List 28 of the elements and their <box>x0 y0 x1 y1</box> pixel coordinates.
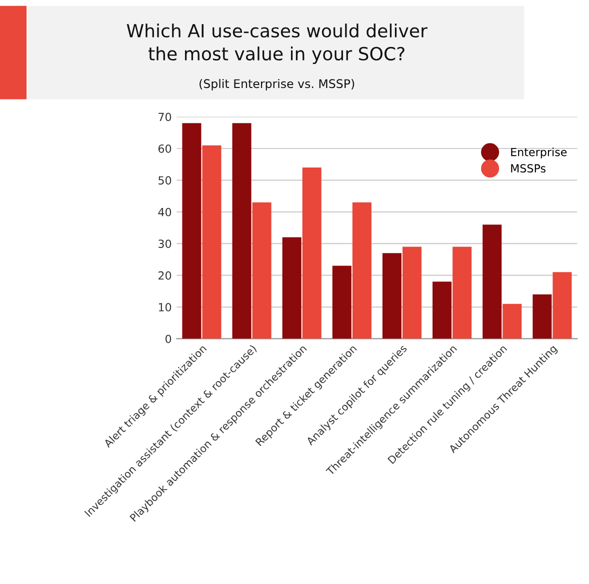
y-tick-label: 40 <box>158 208 172 216</box>
bar <box>232 123 252 339</box>
bar <box>532 294 552 339</box>
bar <box>432 282 452 339</box>
bar <box>252 202 272 339</box>
y-tick-label: 10 <box>158 302 172 312</box>
bar <box>382 253 402 339</box>
bar <box>182 123 202 339</box>
bar <box>282 237 302 339</box>
bar <box>402 246 422 339</box>
chart-subtitle: (Split Enterprise vs. MSSP) <box>200 78 354 90</box>
bar <box>202 145 222 339</box>
y-tick-label: 60 <box>158 144 172 153</box>
y-tick-label: 70 <box>158 112 172 122</box>
bar <box>452 246 472 339</box>
bar <box>552 272 572 339</box>
y-tick-label: 20 <box>158 271 172 280</box>
chart-title: Which AI use-cases would deliver the most value in your SOC? <box>126 24 428 64</box>
legend-label: Enterprise <box>511 148 567 158</box>
y-tick-label: 50 <box>158 176 172 185</box>
bar <box>352 202 372 339</box>
legend-label: MSSPs <box>511 164 546 173</box>
bar <box>482 224 502 339</box>
bar <box>302 168 322 339</box>
y-tick-label: 0 <box>166 334 172 344</box>
y-tick-label: 30 <box>158 240 172 248</box>
bar <box>332 266 352 339</box>
bar <box>502 304 522 339</box>
